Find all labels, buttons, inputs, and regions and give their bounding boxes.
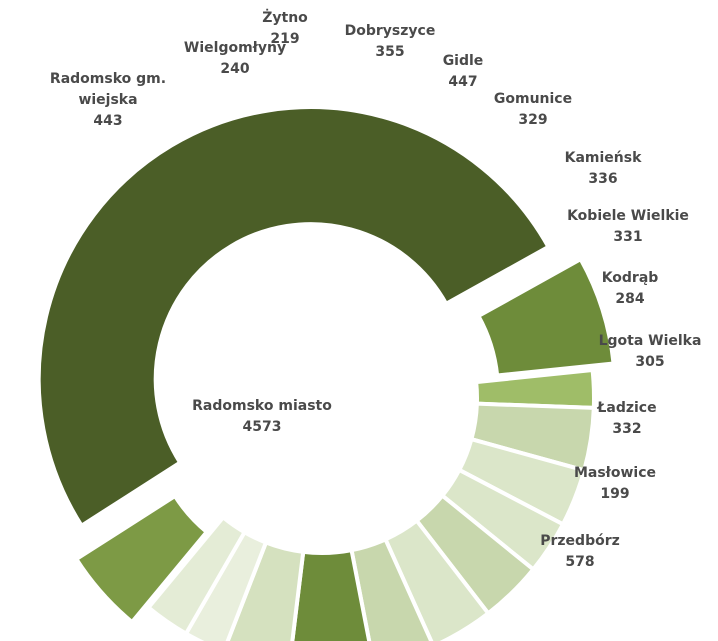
label-kobiele-wielkie: Kobiele Wielkie 331 bbox=[567, 208, 689, 245]
donut-slices bbox=[36, 105, 616, 641]
label-radomsko-miasto: Radomsko miasto 4573 bbox=[192, 398, 332, 435]
label-przedborz: Przedbórz 578 bbox=[540, 533, 620, 570]
slice-wielgomlyny bbox=[145, 514, 248, 637]
slice-radomsko-miasto bbox=[36, 105, 552, 529]
label-wielgomlyny: Wielgomłyny 240 bbox=[184, 40, 286, 77]
label-radomsko-gm-wiejska: Radomsko gm. wiejska 443 bbox=[50, 71, 166, 129]
slice-przedborz bbox=[475, 256, 616, 378]
label-zytno: Żytno 219 bbox=[262, 9, 308, 47]
slice-gidle bbox=[290, 547, 372, 641]
label-lgota-wielka: Lgota Wielka 305 bbox=[599, 333, 702, 370]
slice-labels: Radomsko miasto 4573 Przedbórz 578 Masłowice… bbox=[50, 9, 702, 570]
label-kodrab: Kodrąb 284 bbox=[602, 270, 659, 307]
label-maslowice: Masłowice 199 bbox=[574, 465, 656, 502]
label-dobryszyce: Dobryszyce 355 bbox=[345, 23, 436, 60]
label-ladzice: Ładzice 332 bbox=[596, 400, 656, 437]
label-gomunice: Gomunice 329 bbox=[494, 91, 572, 128]
slice-radomsko-gm-wiejska bbox=[73, 493, 210, 625]
slice-maslowice bbox=[473, 367, 596, 410]
label-gidle: Gidle 447 bbox=[443, 53, 484, 90]
label-kamiensk: Kamieńsk 336 bbox=[565, 150, 642, 187]
